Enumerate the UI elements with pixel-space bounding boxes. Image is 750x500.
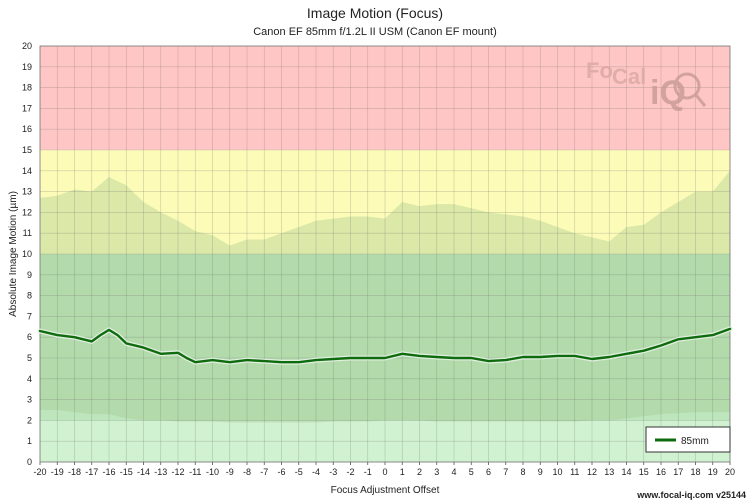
- y-axis-label: Absolute Image Motion (µm): [8, 191, 19, 317]
- x-tick-label: 16: [656, 467, 666, 477]
- y-tick-label: 19: [22, 62, 32, 72]
- y-tick-label: 11: [23, 228, 32, 238]
- y-tick-label: 5: [27, 353, 32, 363]
- y-tick-label: 14: [22, 166, 32, 176]
- y-tick-label: 4: [27, 374, 32, 384]
- x-tick-label: -4: [312, 467, 320, 477]
- grid-lines: [39, 45, 731, 463]
- y-tick-label: 18: [22, 83, 32, 93]
- x-tick-label: -1: [364, 467, 372, 477]
- x-tick-label: -10: [206, 467, 219, 477]
- x-tick-label: -3: [329, 467, 337, 477]
- x-tick-label: -16: [102, 467, 115, 477]
- x-tick-label: -11: [189, 467, 201, 477]
- x-tick-label: 19: [708, 467, 718, 477]
- zone-band-0: [40, 46, 730, 150]
- x-tick-label: -19: [51, 467, 64, 477]
- x-tick-label: 7: [503, 467, 508, 477]
- y-tick-label: 10: [22, 249, 32, 259]
- logo-text-fo: Fo: [586, 58, 613, 83]
- x-tick-label: 5: [469, 467, 474, 477]
- focal-iq-logo: Fo Cal iQ: [586, 58, 707, 112]
- y-tick-label: 0: [27, 457, 32, 467]
- x-tick-label: 13: [604, 467, 614, 477]
- y-tick-label: 7: [27, 311, 32, 321]
- x-tick-label: 3: [434, 467, 439, 477]
- y-tick-label: 1: [27, 436, 32, 446]
- x-tick-label: 6: [486, 467, 491, 477]
- chart-subtitle: Canon EF 85mm f/1.2L II USM (Canon EF mo…: [253, 26, 497, 38]
- footer-credit: www.focal-iq.com v25144: [636, 490, 746, 500]
- x-tick-label: -12: [171, 467, 184, 477]
- y-tick-label: 12: [22, 207, 32, 217]
- logo-text-iq: iQ: [650, 74, 686, 112]
- series-line-0: [38, 327, 732, 364]
- x-tick-label: 1: [400, 467, 405, 477]
- legend: 85mm: [645, 426, 731, 453]
- x-tick-label: 20: [725, 467, 735, 477]
- y-tick-label: 2: [27, 415, 32, 425]
- x-tick-label: -13: [154, 467, 167, 477]
- x-tick-label: 2: [417, 467, 422, 477]
- x-tick-label: 17: [673, 467, 683, 477]
- x-tick-label: 0: [382, 467, 387, 477]
- y-tick-label: 3: [27, 395, 32, 405]
- series-lines: [37, 326, 733, 365]
- magnifier-icon: [673, 72, 701, 100]
- zone-band-3: [40, 420, 730, 462]
- legend-entry-85mm: 85mm: [681, 436, 709, 447]
- x-axis-ticks: -20 -19 -18 -17 -16 -15 -14 -13 -12 -11 -10 -9 -8 -7-…: [33, 462, 735, 477]
- zone-band-2: [40, 254, 730, 421]
- y-tick-label: 9: [27, 270, 32, 280]
- quality-zones: [40, 46, 730, 462]
- x-tick-label: -18: [68, 467, 81, 477]
- x-tick-label: 12: [587, 467, 597, 477]
- x-tick-label: 8: [520, 467, 525, 477]
- y-tick-label: 13: [22, 187, 32, 197]
- y-tick-label: 17: [22, 103, 32, 113]
- x-tick-label: 14: [621, 467, 631, 477]
- zone-band-1: [40, 150, 730, 254]
- x-tick-label: 10: [552, 467, 562, 477]
- y-tick-label: 20: [22, 41, 32, 51]
- x-tick-label: 15: [639, 467, 649, 477]
- x-tick-label: 9: [538, 467, 543, 477]
- x-axis-label: Focus Adjustment Offset: [331, 485, 440, 496]
- x-tick-label: -9: [226, 467, 234, 477]
- y-tick-label: 16: [22, 124, 32, 134]
- x-tick-label: 4: [451, 467, 456, 477]
- x-tick-label: -14: [137, 467, 150, 477]
- x-tick-label: 11: [570, 467, 579, 477]
- chart-title: Image Motion (Focus): [307, 5, 443, 21]
- y-tick-label: 6: [27, 332, 32, 342]
- x-tick-label: -15: [120, 467, 133, 477]
- x-tick-label: -8: [243, 467, 251, 477]
- x-tick-label: -6: [277, 467, 285, 477]
- x-tick-label: -20: [33, 467, 46, 477]
- x-tick-label: 18: [690, 467, 700, 477]
- x-tick-label: -17: [85, 467, 98, 477]
- y-tick-label: 15: [22, 145, 32, 155]
- x-tick-label: -7: [260, 467, 268, 477]
- y-tick-label: 8: [27, 291, 32, 301]
- x-tick-label: -2: [346, 467, 354, 477]
- x-tick-label: -5: [295, 467, 303, 477]
- magnifier-handle-icon: [694, 94, 707, 107]
- logo-text-cal: Cal: [612, 64, 646, 89]
